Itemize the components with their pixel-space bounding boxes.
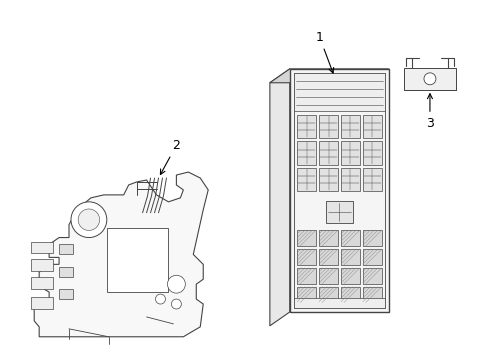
Bar (297, 115, 316, 139)
Bar (341, 268, 360, 284)
Bar (31, 277, 53, 289)
Circle shape (71, 202, 107, 238)
Bar (319, 249, 338, 265)
Bar (363, 287, 382, 302)
Circle shape (172, 299, 181, 309)
Bar (294, 73, 385, 308)
Bar (341, 168, 360, 192)
Bar (363, 115, 382, 139)
Circle shape (424, 73, 436, 85)
Bar (294, 298, 385, 308)
Circle shape (155, 294, 166, 304)
Bar (59, 267, 73, 277)
Bar (319, 115, 338, 139)
Bar (363, 230, 382, 246)
Bar (341, 141, 360, 165)
Text: 2: 2 (160, 139, 180, 175)
Bar (297, 141, 316, 165)
Bar (341, 115, 360, 139)
Bar (31, 297, 53, 309)
Bar (59, 289, 73, 299)
Bar (297, 230, 316, 246)
Bar (363, 268, 382, 284)
Bar (404, 68, 456, 90)
Polygon shape (270, 69, 290, 326)
Bar (341, 249, 360, 265)
Bar (325, 201, 353, 223)
Text: 1: 1 (316, 31, 334, 73)
Bar (107, 228, 169, 292)
Bar (363, 249, 382, 265)
Bar (363, 168, 382, 192)
Bar (319, 287, 338, 302)
Bar (319, 268, 338, 284)
Bar (297, 268, 316, 284)
Bar (31, 260, 53, 271)
Polygon shape (270, 69, 389, 83)
Bar (363, 141, 382, 165)
Circle shape (78, 209, 99, 230)
Bar (297, 249, 316, 265)
Bar (297, 287, 316, 302)
Bar (294, 73, 385, 111)
Bar (319, 230, 338, 246)
Polygon shape (34, 172, 208, 337)
Bar (297, 168, 316, 192)
Bar (319, 168, 338, 192)
Text: 3: 3 (426, 94, 434, 130)
Bar (59, 244, 73, 255)
Bar (31, 242, 53, 253)
Bar (290, 69, 389, 312)
Bar (319, 141, 338, 165)
Circle shape (168, 275, 185, 293)
Bar (341, 230, 360, 246)
Bar (341, 287, 360, 302)
